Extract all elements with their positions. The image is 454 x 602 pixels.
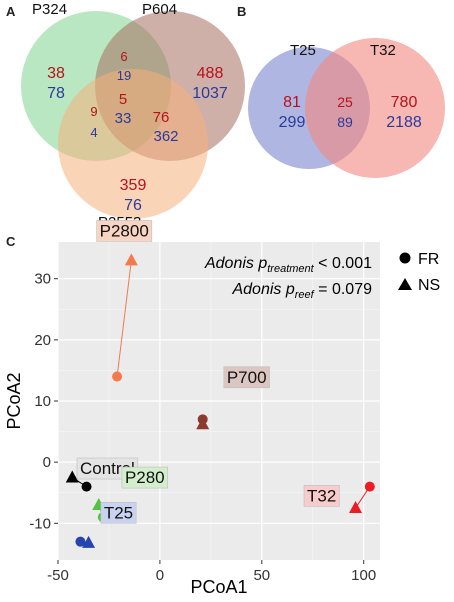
venn-b-t32-only-blue: 2188 bbox=[386, 114, 422, 131]
y-tick-label: 10 bbox=[34, 393, 51, 410]
venn-a-p2553-only-red: 359 bbox=[120, 177, 147, 194]
legend-circle-icon bbox=[399, 252, 411, 264]
annotation-treatment-sub: treatment bbox=[267, 263, 314, 275]
y-tick-label: 20 bbox=[34, 332, 51, 349]
venn-b-overlap-blue: 89 bbox=[337, 114, 353, 130]
x-tick-label: 100 bbox=[351, 567, 376, 584]
group-label-p280: P280 bbox=[121, 466, 168, 489]
group-label-text-t25: T25 bbox=[104, 503, 133, 522]
point-p2800-fr bbox=[112, 371, 123, 382]
group-label-p700: P700 bbox=[223, 366, 270, 389]
group-label-box-t25 bbox=[100, 501, 137, 524]
venn-a-p324-p2553-blue: 4 bbox=[90, 125, 97, 140]
y-tick-label: -10 bbox=[29, 515, 51, 532]
venn-a-p604-only-red: 488 bbox=[197, 65, 224, 82]
grid bbox=[57, 242, 380, 560]
venn-a-p324-p604-blue: 19 bbox=[117, 68, 131, 83]
panel-a-letter: A bbox=[6, 4, 16, 19]
venn-a-circle-p2553 bbox=[58, 69, 208, 219]
venn-a-p604-only-blue: 1037 bbox=[192, 85, 228, 102]
group-label-text-control: Control bbox=[80, 459, 135, 478]
venn-a-all-three-red: 5 bbox=[119, 91, 127, 108]
group-label-text-t32: T32 bbox=[307, 486, 336, 505]
annotation-reef-lead: Adonis p bbox=[231, 281, 294, 298]
venn-b-t32-only-red: 780 bbox=[391, 94, 418, 111]
venn-b-label-t25: T25 bbox=[290, 42, 316, 59]
venn-a-all-three-blue: 33 bbox=[115, 110, 132, 127]
annotation-treatment-tail: < 0.001 bbox=[314, 255, 372, 272]
data-points bbox=[65, 253, 375, 548]
y-tick-label: 0 bbox=[43, 454, 51, 471]
legend-label-ns: NS bbox=[418, 277, 440, 294]
group-label-box-p700 bbox=[223, 366, 270, 389]
annotation-reef-sub: reef bbox=[295, 289, 315, 301]
venn-b-t25-only-red: 81 bbox=[283, 94, 301, 111]
point-control-ns bbox=[65, 470, 79, 483]
venn-a-p324-only-blue: 78 bbox=[47, 85, 65, 102]
x-axis-title: PCoA1 bbox=[190, 577, 247, 597]
venn-a-p604-p2553-red: 76 bbox=[153, 109, 170, 126]
venn-a-p324-only-red: 38 bbox=[47, 65, 65, 82]
x-tick-label: -50 bbox=[47, 567, 69, 584]
venn-a-label-p324: P324 bbox=[32, 1, 67, 18]
annotation-reef: Adonis preef = 0.079 bbox=[231, 281, 372, 301]
venn-a-p324-p604-red: 6 bbox=[120, 49, 127, 64]
venn-b-label-t32: T32 bbox=[370, 42, 396, 59]
point-t32-ns bbox=[349, 501, 363, 514]
x-tick-label: 0 bbox=[156, 567, 164, 584]
link-p2800 bbox=[116, 260, 132, 377]
panel-c-letter: C bbox=[6, 234, 16, 249]
group-label-p2800: P2800 bbox=[96, 220, 153, 242]
venn-a-p324-p2553-red: 9 bbox=[90, 104, 97, 119]
venn-a-p2553-only-blue: 76 bbox=[124, 197, 142, 214]
venn-a-label-p604: P604 bbox=[142, 1, 177, 18]
legend-triangle-icon bbox=[398, 278, 412, 290]
group-label-text-p280: P280 bbox=[125, 468, 165, 487]
venn-b-circle-t32 bbox=[305, 38, 445, 178]
group-label-t25: T25 bbox=[100, 501, 137, 524]
venn-b-t25-only-blue: 299 bbox=[279, 114, 306, 131]
legend-label-fr: FR bbox=[418, 251, 439, 268]
legend: FR NS bbox=[398, 251, 440, 294]
point-p700-ns bbox=[196, 417, 210, 430]
group-label-t32: T32 bbox=[303, 485, 340, 507]
y-ticks: -10 0 10 20 30 bbox=[29, 271, 58, 532]
point-t25-fr bbox=[75, 536, 86, 547]
y-axis-title: PCoA2 bbox=[4, 372, 24, 429]
y-tick-label: 30 bbox=[34, 271, 51, 288]
panel-b: B T25 T32 81 299 25 89 780 2188 bbox=[237, 4, 445, 178]
annotation-treatment: Adonis ptreatment < 0.001 bbox=[204, 255, 372, 275]
venn-a-p604-p2553-blue: 362 bbox=[153, 128, 178, 145]
point-control-fr bbox=[81, 481, 92, 492]
panel-a: A P324 P604 P2553 38 78 488 1037 359 76 … bbox=[6, 1, 245, 231]
point-t32-fr bbox=[364, 481, 375, 492]
group-label-box-p2800 bbox=[96, 220, 153, 242]
panel-b-letter: B bbox=[237, 4, 246, 19]
point-p2800-ns bbox=[124, 253, 138, 266]
group-label-box-p280 bbox=[121, 466, 168, 489]
group-label-text-p2800: P2800 bbox=[100, 221, 149, 240]
group-label-box-t32 bbox=[303, 485, 340, 507]
annotation-treatment-lead: Adonis p bbox=[204, 255, 267, 272]
x-tick-label: 50 bbox=[253, 567, 270, 584]
x-ticks: -50 0 50 100 bbox=[47, 560, 376, 584]
group-label-text-p700: P700 bbox=[227, 368, 267, 387]
venn-b-overlap-red: 25 bbox=[337, 94, 353, 110]
point-t25-ns bbox=[82, 535, 96, 548]
annotation-reef-tail: = 0.079 bbox=[314, 281, 372, 298]
